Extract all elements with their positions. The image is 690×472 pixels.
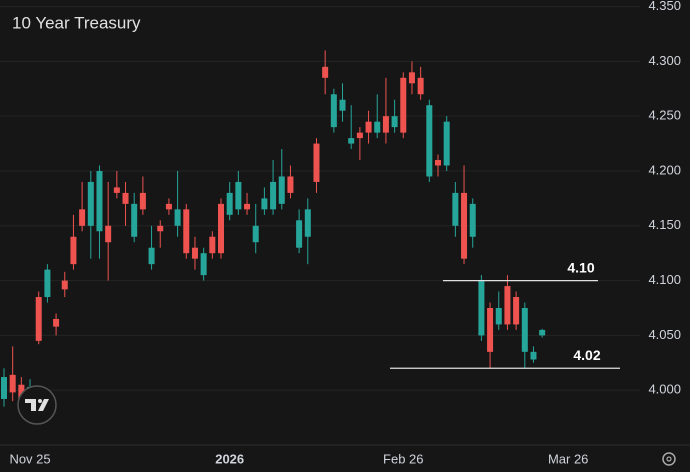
candle-body — [356, 132, 363, 139]
candle-body — [105, 225, 112, 243]
x-tick-label: Feb 26 — [383, 451, 423, 466]
y-tick-label: 4.100 — [648, 272, 681, 287]
candle-body — [53, 318, 60, 327]
candle-body — [235, 181, 242, 210]
candle-body — [174, 209, 181, 226]
candle-body — [304, 209, 311, 237]
tradingview-logo — [17, 385, 57, 425]
candle-body — [539, 329, 546, 336]
candle-body — [504, 286, 511, 325]
candle-body — [44, 269, 51, 298]
chart-title: 10 Year Treasury — [12, 13, 141, 32]
candle-body — [374, 121, 381, 133]
candle-body — [330, 94, 337, 128]
candle-body — [513, 297, 520, 325]
level-label: 4.10 — [567, 259, 594, 275]
candle-body — [313, 143, 320, 182]
candle-body — [400, 77, 407, 133]
y-tick-label: 4.350 — [648, 0, 681, 13]
candle-body — [9, 374, 16, 393]
candle-body — [131, 203, 138, 237]
candle-body — [226, 192, 233, 215]
candle-body — [435, 160, 441, 166]
candle-body — [96, 170, 103, 232]
candle-body — [478, 280, 485, 336]
candle-body — [1, 377, 7, 399]
candle-body — [495, 307, 502, 325]
candle-body — [287, 176, 294, 193]
y-tick-label: 4.150 — [648, 217, 681, 232]
candle-body — [296, 220, 303, 248]
candle-body — [461, 192, 468, 259]
y-tick-label: 4.300 — [648, 53, 681, 68]
candle-body — [244, 203, 251, 210]
y-tick-label: 4.200 — [648, 162, 681, 177]
candle-body — [70, 236, 77, 265]
candle-body — [218, 203, 224, 254]
x-tick-label: Nov 25 — [9, 451, 50, 466]
candle-body — [382, 116, 389, 133]
candle-body — [252, 225, 259, 243]
candle-body — [191, 247, 198, 259]
y-tick-label: 4.250 — [648, 108, 681, 123]
candle-body — [270, 181, 277, 210]
candle-body — [261, 198, 268, 210]
candle-body — [183, 209, 190, 254]
candle-body — [200, 253, 207, 276]
candle-body — [165, 203, 172, 210]
candle-body — [443, 121, 450, 166]
candle-body — [113, 187, 120, 193]
candle-body — [87, 181, 94, 226]
candle-body — [408, 72, 415, 84]
candle-body — [391, 116, 398, 128]
x-tick-label: 2026 — [215, 451, 244, 466]
candle-body — [148, 247, 155, 265]
level-label: 4.02 — [573, 347, 600, 363]
candle-body — [339, 99, 346, 111]
candle-body — [139, 192, 146, 210]
candle-body — [452, 192, 459, 226]
candle-body — [348, 138, 355, 144]
candle-body — [426, 105, 433, 177]
candle-body — [487, 307, 494, 352]
candle-body — [417, 77, 424, 95]
candle-body — [322, 66, 329, 78]
candle-body — [35, 297, 42, 341]
settings-icon[interactable] — [662, 452, 676, 466]
y-tick-label: 4.000 — [648, 382, 681, 397]
candle-body — [469, 203, 476, 237]
candle-body — [365, 121, 372, 133]
candle-body — [530, 351, 537, 360]
candle-body — [61, 280, 68, 290]
candle-body — [122, 192, 129, 204]
candle-body — [278, 176, 285, 204]
candle-body — [209, 236, 216, 254]
x-tick-label: Mar 26 — [548, 451, 588, 466]
candle-body — [79, 209, 86, 226]
y-tick-label: 4.050 — [648, 327, 681, 342]
candle-body — [521, 307, 528, 352]
candle-body — [157, 225, 164, 232]
